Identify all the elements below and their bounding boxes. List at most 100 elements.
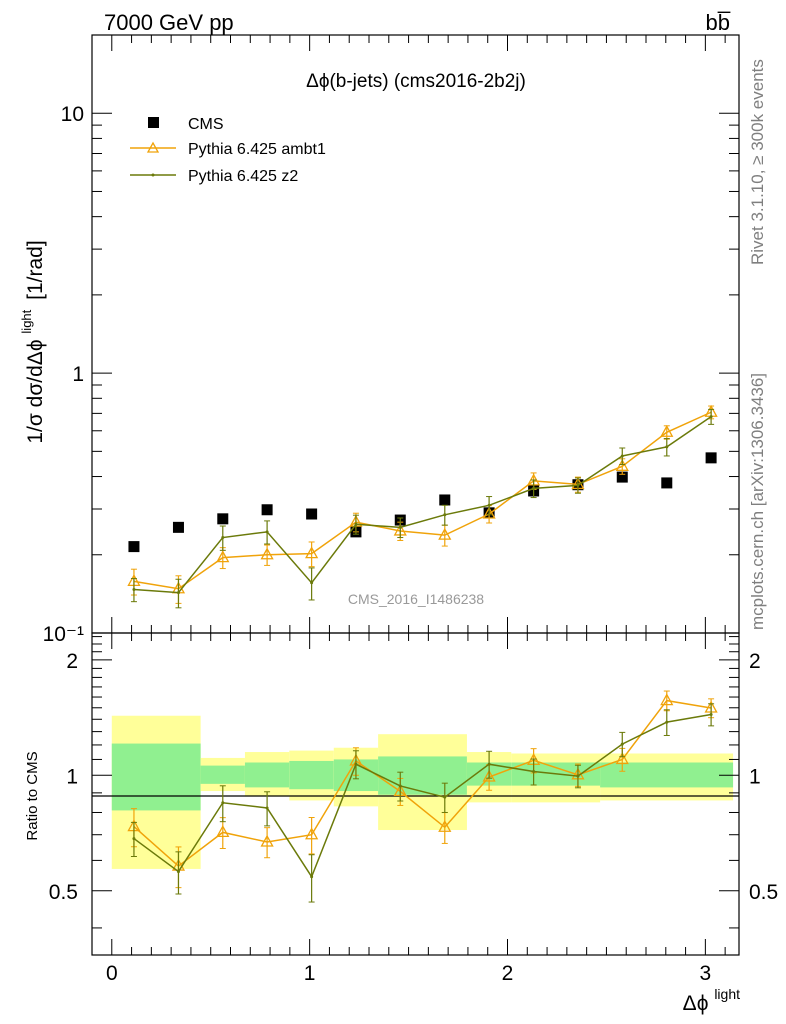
ambt1-ratio-point xyxy=(260,834,274,847)
main-series-layer xyxy=(127,404,718,609)
legend-z2-label: Pythia 6.425 z2 xyxy=(188,168,298,185)
z2-data-point xyxy=(665,445,669,449)
x-tick-label: 2 xyxy=(502,962,514,985)
ratio-axis-label: Ratio to CMS xyxy=(24,751,41,840)
ratio-plot-frame xyxy=(91,632,740,956)
ratio-band-inner xyxy=(289,760,334,790)
ratio-panel: 0.5 0.5 1 1 2 2 Ratio to CMS 0 1 2 3 Δϕ light xyxy=(24,632,778,1015)
ambt1-ratio-point xyxy=(615,752,629,765)
z2-data-point xyxy=(443,513,447,517)
ratio-band-inner xyxy=(600,762,734,788)
ambt1-data-point xyxy=(438,527,452,540)
y-axis-label-main: 1/σ dσ/dΔϕ xyxy=(24,339,47,443)
ratio-tick-label-right: 1 xyxy=(749,765,761,788)
ambt1-ratio-point xyxy=(482,769,496,782)
x-axis-ticks: 0 1 2 3 xyxy=(106,633,726,985)
z2-ratio-point xyxy=(709,712,713,716)
ambt1-ratio-point xyxy=(305,827,319,840)
ambt1-data-point xyxy=(305,546,319,559)
z2-ratio-line xyxy=(133,713,712,879)
header-right-label: bb̅ xyxy=(706,10,731,35)
z2-data-point xyxy=(398,525,402,529)
cms-data-point xyxy=(439,494,451,506)
z2-data-point xyxy=(354,522,358,526)
legend: CMS Pythia 6.425 ambt1 Pythia 6.425 z2 xyxy=(130,116,326,185)
legend-ambt1-label: Pythia 6.425 ambt1 xyxy=(188,141,326,158)
watermark-label: CMS_2016_I1486238 xyxy=(348,591,484,607)
z2-ratio-point xyxy=(665,720,669,724)
z2-ratio-point xyxy=(620,742,624,746)
z2-ratio-point xyxy=(576,774,580,778)
ratio-band-inner xyxy=(378,756,467,795)
ambt1-data-point xyxy=(260,547,274,560)
z2-ratio-point xyxy=(532,770,536,774)
x-tick-label: 1 xyxy=(304,962,316,985)
legend-ambt1-marker xyxy=(146,141,160,153)
z2-data-point xyxy=(576,483,580,487)
z2-ratio-point xyxy=(221,801,225,805)
y-axis-label-sup: light xyxy=(19,309,34,333)
cms-data-point xyxy=(172,521,184,533)
x-axis-label-sup: light xyxy=(714,986,740,1002)
cms-data-point xyxy=(261,504,273,516)
x-tick-label: 3 xyxy=(700,962,712,985)
z2-data-point xyxy=(620,454,624,458)
chart-title: Δϕ(b-jets) (cms2016-2b2j) xyxy=(306,71,526,92)
z2-line xyxy=(133,416,712,594)
z2-ratio-point xyxy=(487,762,491,766)
main-axis-ticks: 10⁻¹ 1 10 xyxy=(43,34,739,646)
legend-z2-marker xyxy=(151,173,155,177)
ratio-tick-label-left: 0.5 xyxy=(49,881,78,904)
ambt1-ratio-point xyxy=(660,693,674,706)
y-tick-label: 10⁻¹ xyxy=(43,623,84,646)
y-axis-label: 1/σ dσ/dΔϕ light [1/rad] xyxy=(13,240,47,443)
z2-data-point xyxy=(221,536,225,540)
z2-ratio-point xyxy=(176,870,180,874)
legend-cms-label: CMS xyxy=(188,116,224,133)
ambt1-data-point xyxy=(216,550,230,563)
cms-data-point xyxy=(217,513,229,525)
ambt1-line xyxy=(133,411,712,590)
cms-data-point xyxy=(616,471,628,483)
ambt1-ratio-point xyxy=(438,819,452,832)
z2-data-point xyxy=(176,591,180,595)
ratio-band-inner xyxy=(200,765,245,784)
x-axis-label-main: Δϕ xyxy=(683,992,709,1015)
cms-data-point xyxy=(661,477,673,489)
y-tick-label: 1 xyxy=(72,363,84,386)
cms-data-point xyxy=(705,452,717,464)
z2-data-point xyxy=(132,588,136,592)
z2-ratio-point xyxy=(398,784,402,788)
legend-cms-marker xyxy=(148,117,159,128)
ratio-tick-label-right: 2 xyxy=(749,650,761,673)
ratio-band-inner xyxy=(244,762,290,788)
z2-ratio-point xyxy=(132,837,136,841)
main-panel: Δϕ(b-jets) (cms2016-2b2j) CMS_2016_I1486… xyxy=(13,34,740,646)
ratio-tick-label-right: 0.5 xyxy=(749,881,778,904)
cms-data-point xyxy=(128,541,140,553)
ratio-series-layer xyxy=(127,690,718,903)
z2-data-point xyxy=(709,415,713,419)
z2-data-point xyxy=(310,581,314,585)
mcplots-label: mcplots.cern.ch [arXiv:1306.3436] xyxy=(748,373,767,630)
z2-data-point xyxy=(265,530,269,534)
z2-ratio-point xyxy=(443,795,447,799)
ambt1-data-point xyxy=(615,458,629,471)
ambt1-ratio-point xyxy=(216,825,230,838)
y-tick-label: 10 xyxy=(61,103,84,126)
ratio-tick-label-left: 2 xyxy=(66,650,78,673)
x-tick-label: 0 xyxy=(106,962,118,985)
svg-text:1/σ dσ/dΔϕ light: 1/σ dσ/dΔϕ light [1/rad] xyxy=(13,240,47,443)
rivet-label: Rivet 3.1.10, ≥ 300k events xyxy=(748,59,767,265)
ratio-band-inner xyxy=(111,743,201,811)
z2-data-point xyxy=(532,486,536,490)
z2-data-point xyxy=(487,503,491,507)
cms-data-point xyxy=(306,508,318,520)
ratio-tick-label-left: 1 xyxy=(66,765,78,788)
ambt1-data-point xyxy=(660,424,674,437)
z2-ratio-point xyxy=(265,806,269,810)
ratio-axis-ticks: 0.5 0.5 1 1 2 2 xyxy=(49,636,778,929)
header-left-label: 7000 GeV pp xyxy=(104,10,234,35)
y-axis-label-unit: [1/rad] xyxy=(24,240,47,300)
